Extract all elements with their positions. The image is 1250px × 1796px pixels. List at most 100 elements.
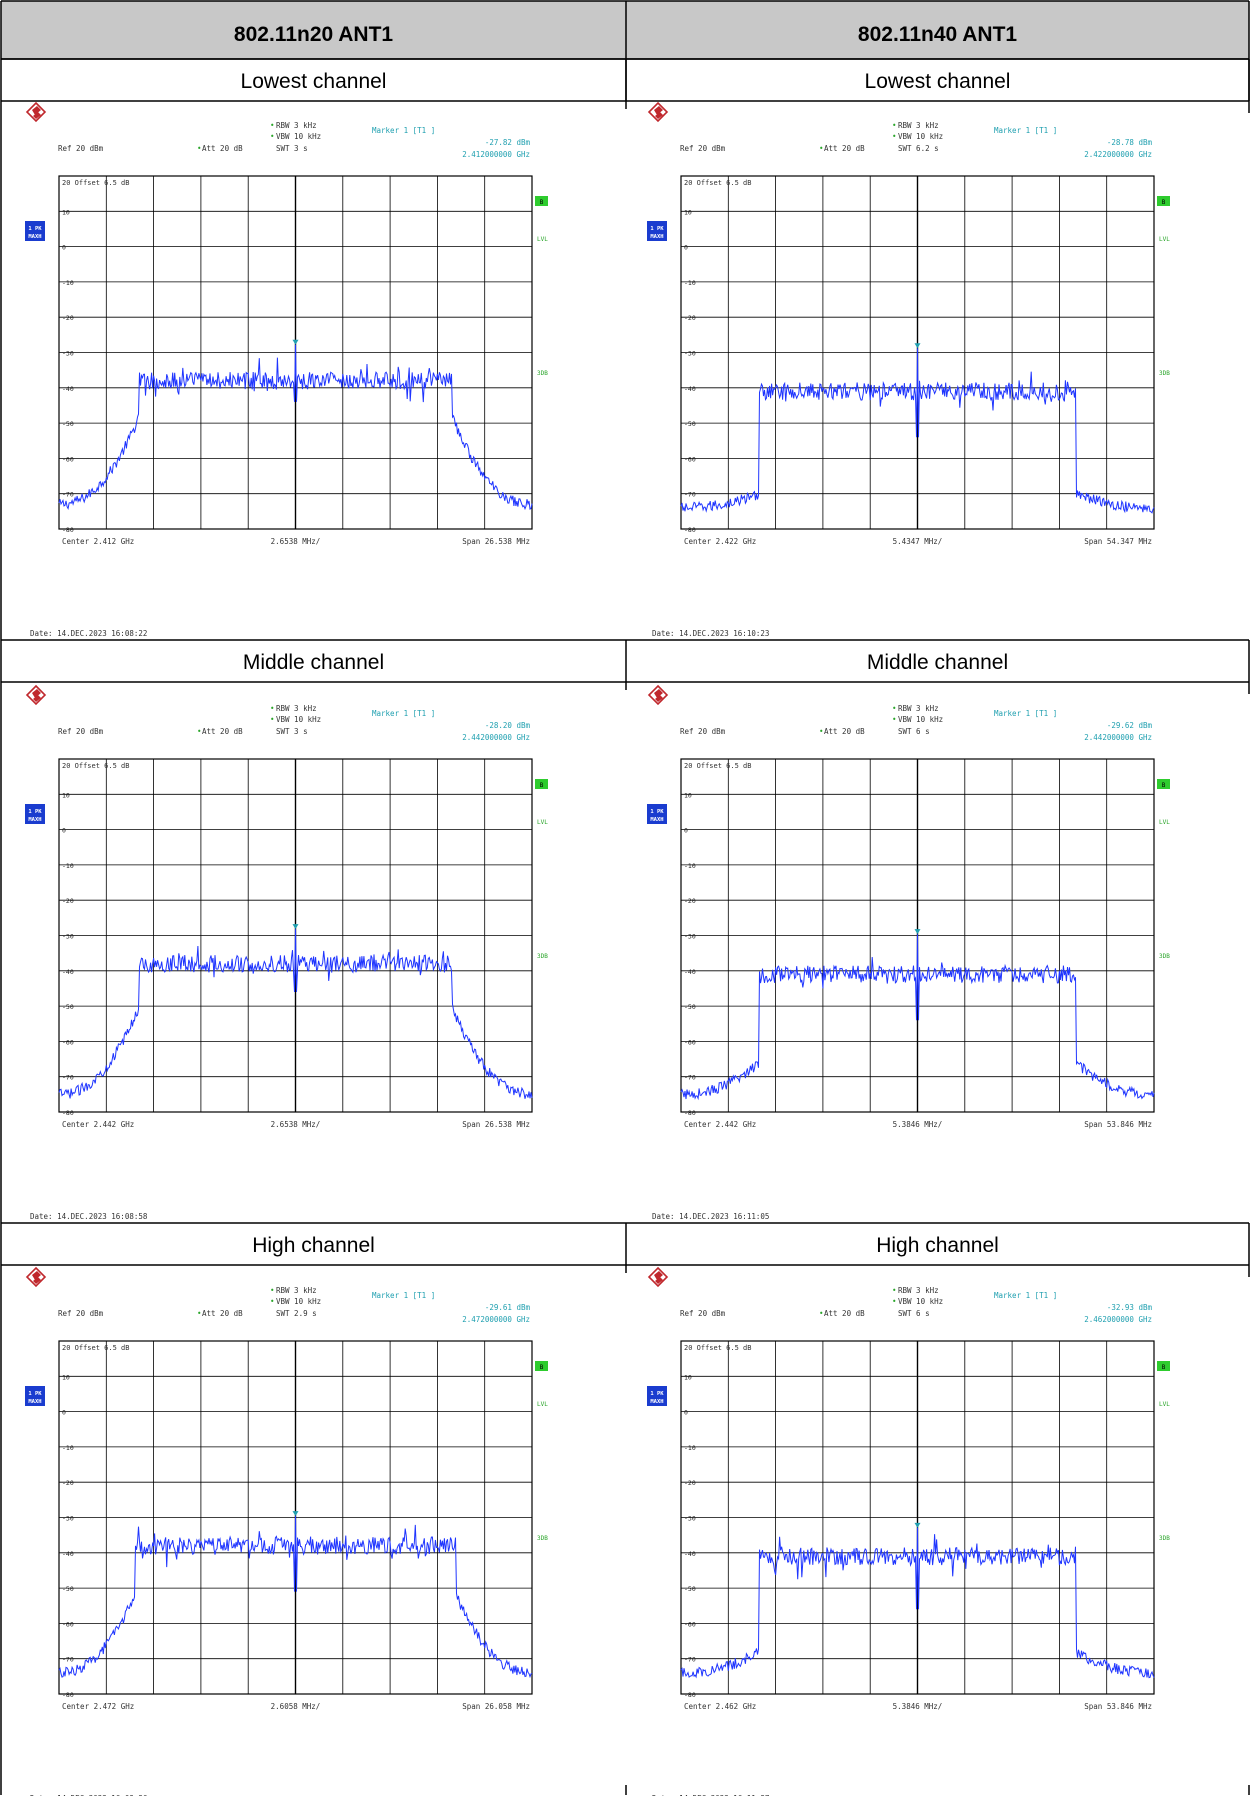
marker-level: -28.20 dBm xyxy=(485,721,531,730)
att-dot: • xyxy=(197,727,202,736)
marker-1 xyxy=(914,1522,921,1528)
y-tick-label: -20 xyxy=(62,897,74,905)
trace-badge xyxy=(647,221,667,241)
three-db-label: 3DB xyxy=(537,1535,548,1542)
y-tick-label: -60 xyxy=(684,455,696,463)
att-dot: • xyxy=(819,1309,824,1318)
y-tick-label: 10 xyxy=(62,791,70,799)
marker-1 xyxy=(914,929,921,935)
rbw: RBW 3 kHz xyxy=(276,1286,317,1295)
marker-title: Marker 1 [T1 ] xyxy=(994,1291,1057,1300)
ref-level: Ref 20 dBm xyxy=(680,727,726,736)
y-tick-label: -70 xyxy=(62,1074,74,1082)
att-dot: • xyxy=(819,727,824,736)
y-tick-label: -10 xyxy=(684,1444,696,1452)
division-scale: 2.6058 MHz/ xyxy=(271,1702,321,1711)
logo-mark xyxy=(32,689,41,698)
y-tick-label: -50 xyxy=(62,1585,74,1593)
y-tick-label: -60 xyxy=(684,1038,696,1046)
y-tick-label: -10 xyxy=(62,862,74,870)
vbw: VBW 10 kHz xyxy=(276,1297,321,1306)
trace-badge-line2: MAXH xyxy=(650,1399,663,1405)
trace-badge-line2: MAXH xyxy=(28,234,41,240)
sweep-time: SWT 3 s xyxy=(276,727,308,736)
ref-level: Ref 20 dBm xyxy=(58,1309,104,1318)
sweep-time: SWT 6 s xyxy=(898,1309,930,1318)
marker-1 xyxy=(292,1511,299,1517)
center-frequency: Center 2.442 GHz xyxy=(684,1120,756,1129)
y-tick-label: -30 xyxy=(684,350,696,358)
marker-1 xyxy=(914,343,921,349)
side-badge xyxy=(1157,1361,1170,1371)
att-dot: • xyxy=(819,144,824,153)
offset-label: 20 Offset 6.5 dB xyxy=(684,1344,751,1352)
offset-label: 20 Offset 6.5 dB xyxy=(684,762,751,770)
trace-badge xyxy=(25,221,45,241)
span-value: Span 54.347 MHz xyxy=(1084,537,1152,546)
logo-mark xyxy=(654,689,663,698)
y-tick-label: -10 xyxy=(684,279,696,287)
span-value: Span 26.538 MHz xyxy=(462,1120,530,1129)
y-tick-label: -50 xyxy=(684,1003,696,1011)
lvl-label: LVL xyxy=(537,819,548,826)
center-frequency: Center 2.412 GHz xyxy=(62,537,134,546)
marker-level: -27.82 dBm xyxy=(485,138,531,147)
y-tick-label: -40 xyxy=(62,1550,74,1558)
logo-mark xyxy=(655,112,663,119)
trace-badge-line1: 1 PK xyxy=(28,226,42,232)
side-badge xyxy=(535,1361,548,1371)
trace-badge xyxy=(25,804,45,824)
vbw-dot: • xyxy=(270,715,275,724)
y-tick-label: -30 xyxy=(684,1515,696,1523)
division-scale: 5.3846 MHz/ xyxy=(893,1702,943,1711)
y-tick-label: 10 xyxy=(62,1373,70,1381)
trace-badge xyxy=(25,1386,45,1406)
header-row-bg xyxy=(1,1,1249,59)
trace-badge-line2: MAXH xyxy=(28,817,41,823)
rohde-schwarz-logo xyxy=(25,684,47,706)
y-tick-label: 0 xyxy=(62,1409,66,1417)
three-db-label: 3DB xyxy=(1159,370,1170,377)
logo-mark xyxy=(32,106,41,115)
division-scale: 2.6538 MHz/ xyxy=(271,537,321,546)
y-tick-label: -70 xyxy=(684,1074,696,1082)
span-value: Span 53.846 MHz xyxy=(1084,1702,1152,1711)
y-tick-label: 0 xyxy=(684,244,688,252)
y-tick-label: -20 xyxy=(684,1479,696,1487)
attenuation: Att 20 dB xyxy=(202,727,243,736)
rbw: RBW 3 kHz xyxy=(898,121,939,130)
rohde-schwarz-logo xyxy=(647,684,669,706)
lvl-label: LVL xyxy=(1159,1401,1170,1408)
spectrum-trace xyxy=(680,348,1155,514)
y-tick-label: -40 xyxy=(62,968,74,976)
logo-mark xyxy=(33,112,41,119)
y-tick-label: -80 xyxy=(62,1691,74,1699)
y-tick-label: -50 xyxy=(684,1585,696,1593)
logo-mark xyxy=(32,1271,41,1280)
center-frequency: Center 2.442 GHz xyxy=(62,1120,134,1129)
spectrum-screenshot-1: Ref 20 dBm Att 20 dB•RBW 3 kHz•VBW 10 kHz… xyxy=(25,101,548,638)
side-badge-label: B xyxy=(1162,1364,1166,1371)
center-frequency: Center 2.462 GHz xyxy=(684,1702,756,1711)
marker-title: Marker 1 [T1 ] xyxy=(994,126,1057,135)
sweep-time: SWT 6.2 s xyxy=(898,144,939,153)
y-tick-label: -10 xyxy=(62,1444,74,1452)
rohde-schwarz-logo xyxy=(25,1266,47,1288)
attenuation: Att 20 dB xyxy=(202,1309,243,1318)
vbw-dot: • xyxy=(270,132,275,141)
side-badge xyxy=(1157,196,1170,206)
trace-badge xyxy=(647,1386,667,1406)
three-db-label: 3DB xyxy=(537,953,548,960)
sweep-time: SWT 3 s xyxy=(276,144,308,153)
span-value: Span 26.538 MHz xyxy=(462,537,530,546)
row-label-left: Middle channel xyxy=(243,651,384,674)
ref-level: Ref 20 dBm xyxy=(680,144,726,153)
spectrum-screenshot-4: Ref 20 dBm Att 20 dB•RBW 3 kHz•VBW 10 kHz… xyxy=(647,684,1170,1221)
marker-level: -29.62 dBm xyxy=(1107,721,1153,730)
attenuation: Att 20 dB xyxy=(202,144,243,153)
side-badge-label: B xyxy=(540,199,544,206)
logo-mark xyxy=(654,106,663,115)
row-label-right: High channel xyxy=(876,1234,999,1257)
row-label-left: Lowest channel xyxy=(241,70,387,93)
rbw-dot: • xyxy=(892,121,897,130)
